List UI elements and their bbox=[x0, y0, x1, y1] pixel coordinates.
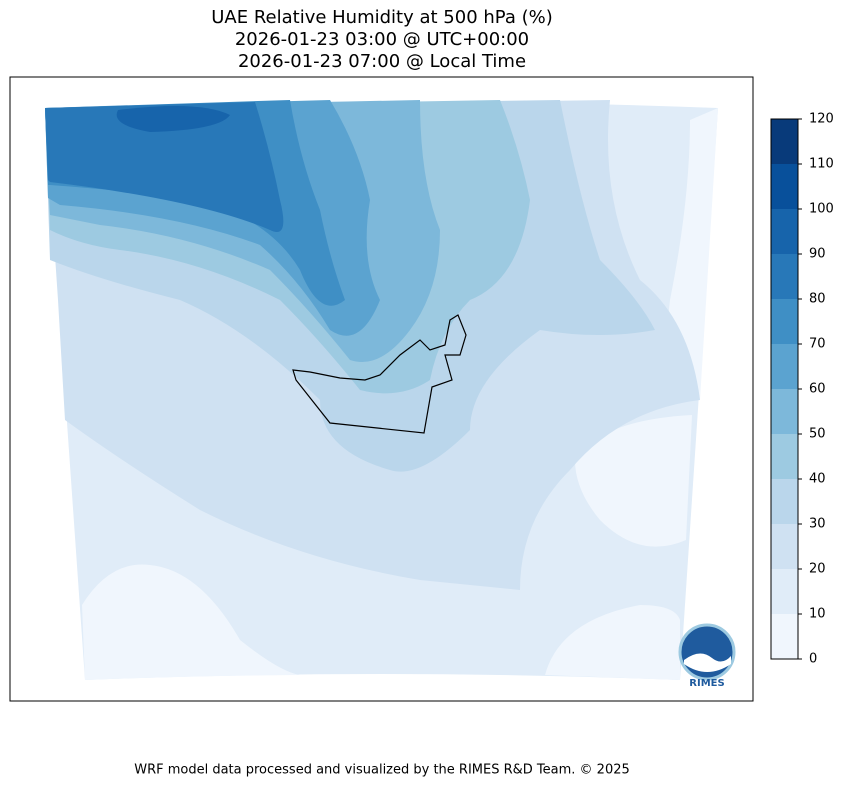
contour-region bbox=[45, 102, 284, 232]
colorbar-tick-label: 60 bbox=[809, 382, 826, 397]
colorbar-tick-label: 30 bbox=[809, 517, 826, 532]
colorbar-band bbox=[771, 299, 798, 344]
colorbar-tick-label: 80 bbox=[809, 292, 826, 307]
uae-border bbox=[292, 314, 467, 434]
colorbar-band bbox=[771, 434, 798, 479]
colorbar-tick-label: 120 bbox=[809, 112, 834, 127]
colorbar-band bbox=[771, 524, 798, 569]
colorbar-tick-label: 50 bbox=[809, 427, 826, 442]
colorbar-band bbox=[771, 164, 798, 209]
colorbar-band bbox=[771, 119, 798, 164]
colorbar-tick-label: 0 bbox=[809, 652, 817, 667]
colorbar-tick-label: 90 bbox=[809, 247, 826, 262]
logo-wave bbox=[684, 653, 731, 672]
colorbar-tick-label: 10 bbox=[809, 607, 826, 622]
colorbar-band bbox=[771, 614, 798, 659]
colorbar-band bbox=[771, 479, 798, 524]
title-line: 2026-01-23 03:00 @ UTC+00:00 bbox=[235, 29, 529, 50]
colorbar-tick-label: 100 bbox=[809, 202, 834, 217]
footer: WRF model data processed and visualized … bbox=[134, 763, 630, 778]
colorbar bbox=[771, 119, 798, 659]
logo-text: RIMES bbox=[689, 678, 724, 689]
colorbar-band bbox=[771, 254, 798, 299]
contour-region bbox=[668, 108, 718, 400]
humidity-field bbox=[45, 100, 718, 680]
colorbar-tick-label: 70 bbox=[809, 337, 826, 352]
contour-region bbox=[545, 605, 680, 680]
colorbar-band bbox=[771, 344, 798, 389]
colorbar-band bbox=[771, 569, 798, 614]
contour-region bbox=[82, 564, 300, 680]
rimes-logo: RIMES bbox=[678, 623, 736, 689]
contour-region bbox=[575, 415, 692, 547]
title-line: 2026-01-23 07:00 @ Local Time bbox=[238, 51, 526, 72]
title-line: UAE Relative Humidity at 500 hPa (%) bbox=[211, 7, 552, 28]
colorbar-tick-label: 110 bbox=[809, 157, 834, 172]
colorbar-band bbox=[771, 209, 798, 254]
colorbar-tick-label: 20 bbox=[809, 562, 826, 577]
colorbar-band bbox=[771, 389, 798, 434]
contour-region bbox=[116, 106, 230, 132]
colorbar-tick-label: 40 bbox=[809, 472, 826, 487]
